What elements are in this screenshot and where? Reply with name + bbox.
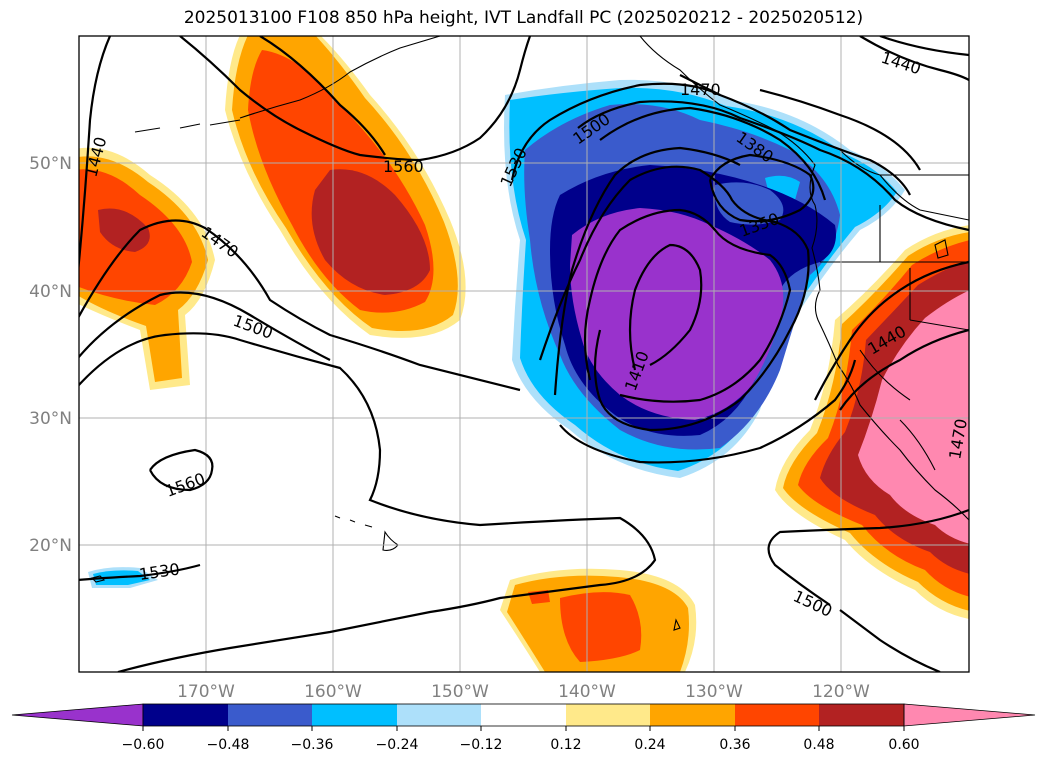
- ivt-positive-anomaly-west: [79, 147, 215, 390]
- contour-label: 1470: [945, 417, 971, 460]
- colorbar: −0.60 −0.48 −0.36 −0.24 −0.12 0.12 0.24 …: [11, 703, 1036, 753]
- lat-label: 50°N: [29, 154, 72, 174]
- page-title: 2025013100 F108 850 hPa height, IVT Land…: [183, 8, 864, 28]
- height-contours: [79, 36, 969, 672]
- colorbar-tick-label: 0.48: [803, 737, 834, 753]
- colorbar-segment: [566, 704, 650, 726]
- colorbar-tick-label: −0.60: [122, 737, 165, 753]
- colorbar-segment: [143, 704, 228, 726]
- lon-label: 160°W: [304, 682, 362, 702]
- map-frame: [78, 35, 970, 673]
- lat-label: 20°N: [29, 536, 72, 556]
- colorbar-segment: [735, 704, 819, 726]
- lat-label: 40°N: [29, 282, 72, 302]
- longitude-labels: 170°W 160°W 150°W 140°W 130°W 120°W: [177, 682, 870, 702]
- contour-label: 1410: [974, 41, 1019, 73]
- colorbar-extend-low: [11, 703, 144, 727]
- lat-label: 30°N: [29, 409, 72, 429]
- colorbar-extend-high: [903, 703, 1036, 727]
- coastlines: [90, 36, 969, 631]
- lon-label: 150°W: [431, 682, 489, 702]
- colorbar-segment: [397, 704, 481, 726]
- lon-label: 170°W: [177, 682, 235, 702]
- colorbar-tick-label: 0.24: [634, 737, 665, 753]
- colorbar-segment: [228, 704, 312, 726]
- lon-label: 120°W: [812, 682, 870, 702]
- colorbar-tick-label: 0.60: [888, 737, 919, 753]
- colorbar-segment: [312, 704, 397, 726]
- colorbar-segment: [819, 704, 904, 726]
- colorbar-tick-label: −0.12: [460, 737, 503, 753]
- lon-label: 140°W: [558, 682, 616, 702]
- latitude-labels: 50°N 40°N 30°N 20°N: [29, 154, 72, 556]
- colorbar-tick-label: 0.12: [550, 737, 581, 753]
- ivt-positive-anomaly-gulf-of-alaska: [225, 36, 466, 338]
- colorbar-segment: [650, 704, 735, 726]
- lon-label: 130°W: [685, 682, 743, 702]
- colorbar-tick-label: 0.36: [719, 737, 750, 753]
- contour-label: 1560: [383, 157, 424, 176]
- colorbar-tick-label: −0.36: [291, 737, 334, 753]
- colorbar-segment: [481, 704, 566, 726]
- colorbar-tick-label: −0.24: [376, 737, 419, 753]
- colorbar-tick-label: −0.48: [207, 737, 250, 753]
- ivt-negative-anomaly-northeast-pacific: [504, 79, 905, 478]
- map-area: 1410 1440 1470 1500 1560 1530 1470 1440 …: [79, 36, 1019, 672]
- contour-label: 1470: [680, 80, 721, 99]
- ivt-positive-anomaly-subtropics: [500, 568, 697, 672]
- gridlines: [79, 36, 969, 672]
